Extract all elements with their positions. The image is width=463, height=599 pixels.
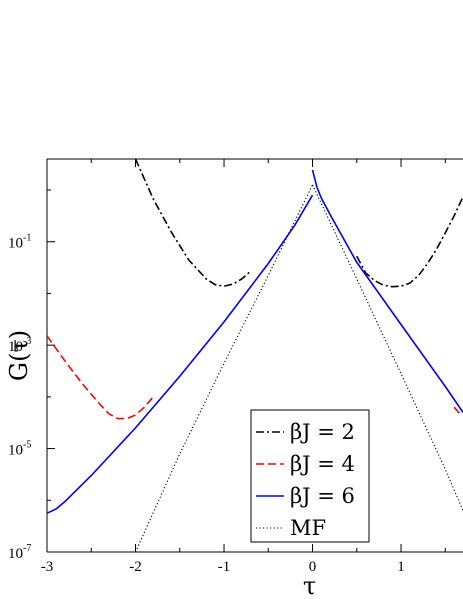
legend: βJ = 2 βJ = 4 βJ = 6 MF	[250, 409, 370, 543]
series-line-j-4	[47, 335, 154, 420]
y-tick-label: 10-7	[8, 543, 31, 562]
axis-ticks: -3 -2 -1 0 110-710-510-310-1	[8, 159, 446, 575]
legend-label: MF	[290, 516, 326, 540]
series-line-j-4	[453, 406, 463, 416]
x-tick-label: 0	[309, 559, 317, 575]
y-tick-base: 10	[8, 443, 23, 459]
legend-label: βJ = 4	[290, 452, 355, 476]
x-tick-label: -3	[41, 559, 54, 575]
y-tick-label: 10-1	[8, 233, 31, 252]
y-tick-exponent: -1	[23, 233, 31, 244]
legend-label: βJ = 6	[290, 484, 355, 508]
series-line-j-2	[134, 159, 252, 288]
x-axis-label: τ	[303, 572, 316, 599]
legend-box	[250, 409, 370, 543]
y-tick-base: 10	[8, 236, 23, 252]
y-tick-exponent: -5	[23, 440, 31, 451]
plot-frame	[46, 158, 463, 553]
x-tick-label: 1	[397, 559, 405, 575]
x-tick-label: -1	[218, 559, 231, 575]
series-line-j-2	[356, 196, 463, 288]
y-tick-label: 10-3	[8, 336, 31, 355]
legend-label: βJ = 2	[290, 420, 355, 444]
y-axis-label: G(τ)	[5, 330, 33, 381]
y-tick-base: 10	[8, 546, 23, 562]
x-tick-label: -2	[129, 559, 142, 575]
series-line-j-6	[47, 194, 314, 514]
y-tick-exponent: -7	[23, 543, 31, 554]
series-line-mf	[134, 184, 313, 552]
y-tick-base: 10	[8, 339, 23, 355]
series-layer	[47, 159, 463, 552]
y-tick-exponent: -3	[23, 336, 31, 347]
y-tick-label: 10-5	[8, 440, 31, 459]
series-line-j-6	[311, 169, 463, 413]
